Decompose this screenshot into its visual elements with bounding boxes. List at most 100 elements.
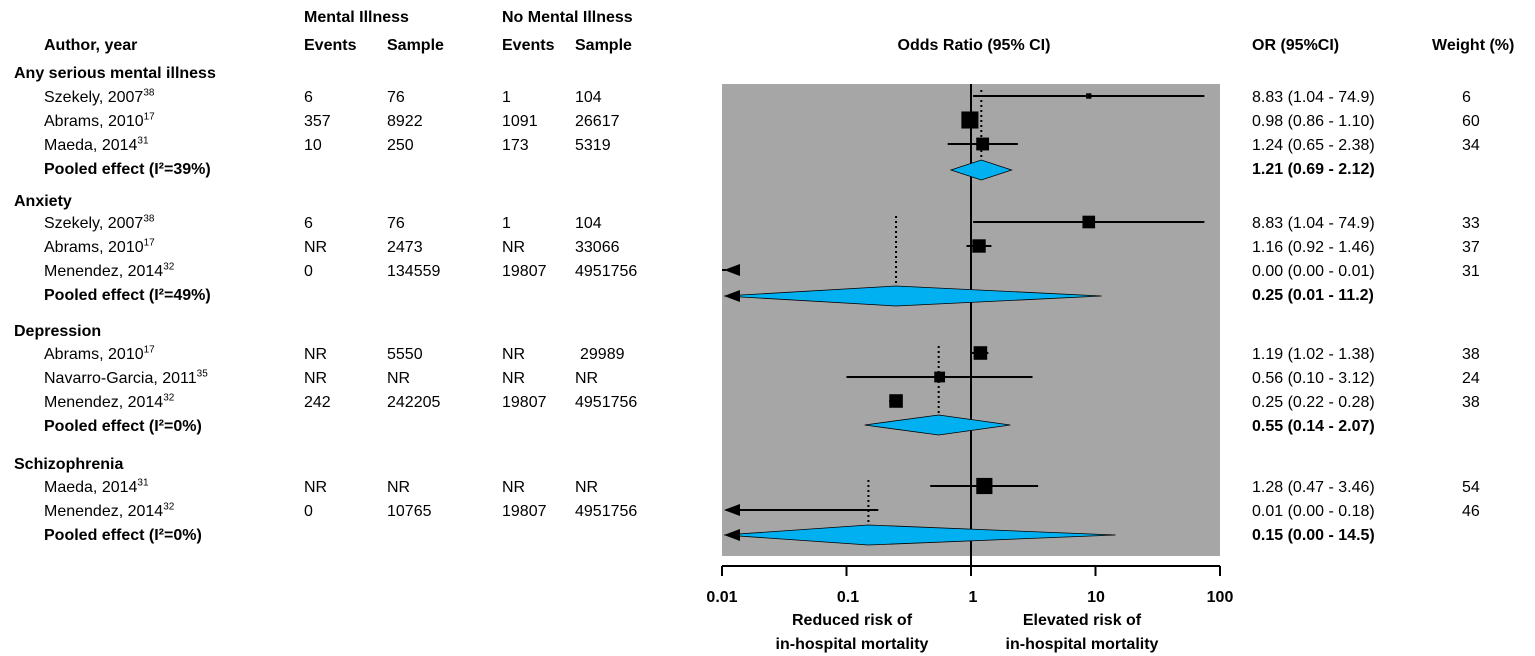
author-year-header: Author, year [44, 37, 138, 54]
nmi-sample: 26617 [575, 113, 620, 130]
weight-value: 38 [1462, 394, 1480, 411]
mi-events: NR [304, 370, 328, 387]
mi-events: NR [304, 346, 328, 363]
nmi-sample: 4951756 [575, 394, 638, 411]
study-author: Menendez, 201432 [44, 261, 175, 280]
weight-value: 38 [1462, 346, 1480, 363]
or-ci-header: OR (95%CI) [1252, 37, 1340, 54]
mi-sample: 8922 [387, 113, 423, 130]
group-title-anxiety: Anxiety [14, 193, 72, 210]
weight-value: 24 [1462, 370, 1480, 387]
weight-value: 33 [1462, 215, 1480, 232]
study-author: Szekely, 200738 [44, 213, 155, 232]
left-arrow-icon [724, 529, 740, 541]
weight-value: 60 [1462, 113, 1480, 130]
nmi-events: 19807 [502, 263, 547, 280]
study-author: Navarro-Garcia, 201135 [44, 368, 208, 387]
nmi-events: 19807 [502, 503, 547, 520]
mi-sample: 2473 [387, 239, 423, 256]
study-author: Abrams, 201017 [44, 237, 155, 256]
reduced-risk-label-line2: in-hospital mortality [775, 636, 929, 653]
mi-events-header: Events [304, 37, 357, 54]
nmi-sample: 29989 [580, 346, 625, 363]
pooled-effect-diamond [723, 285, 1102, 307]
x-tick-label: 1 [968, 589, 978, 606]
nmi-events: 1091 [502, 113, 538, 130]
left-arrow-icon [724, 504, 740, 516]
study-author: Maeda, 201431 [44, 477, 149, 496]
or-text: 8.83 (1.04 - 74.9) [1252, 89, 1375, 106]
or-text: 8.83 (1.04 - 74.9) [1252, 215, 1375, 232]
left-arrow-icon [724, 264, 740, 276]
mi-events: 0 [304, 503, 313, 520]
weight-value: 31 [1462, 263, 1480, 280]
study-estimate-marker [1086, 93, 1092, 99]
pooled-or-text: 0.55 (0.14 - 2.07) [1252, 418, 1375, 435]
pooled-effect-label: Pooled effect (I²=49%) [44, 287, 211, 304]
x-tick-label: 0.01 [706, 589, 738, 606]
or-text: 1.19 (1.02 - 1.38) [1252, 346, 1375, 363]
weight-value: 46 [1462, 503, 1480, 520]
nmi-sample: NR [575, 370, 599, 387]
or-text: 1.24 (0.65 - 2.38) [1252, 137, 1375, 154]
or-text: 1.28 (0.47 - 3.46) [1252, 479, 1375, 496]
x-tick-label: 100 [1206, 589, 1234, 606]
nmi-events: NR [502, 239, 526, 256]
mi-sample: 134559 [387, 263, 441, 280]
nmi-sample: 104 [575, 215, 602, 232]
nmi-sample: NR [575, 479, 599, 496]
study-estimate-marker [1082, 215, 1096, 229]
mi-sample: NR [387, 370, 411, 387]
or-text: 0.00 (0.00 - 0.01) [1252, 263, 1375, 280]
or-text: 1.16 (0.92 - 1.46) [1252, 239, 1375, 256]
elevated-risk-label-line2: in-hospital mortality [1005, 636, 1159, 653]
group-title-any-smi: Any serious mental illness [14, 65, 216, 82]
study-author: Szekely, 200738 [44, 87, 155, 106]
mi-sample: 10765 [387, 503, 432, 520]
nmi-sample: 104 [575, 89, 602, 106]
reduced-risk-label-line1: Reduced risk of [791, 612, 913, 629]
pooled-or-text: 0.15 (0.00 - 14.5) [1252, 527, 1375, 544]
nmi-events-header: Events [502, 37, 555, 54]
or-text: 0.98 (0.86 - 1.10) [1252, 113, 1375, 130]
weight-header: Weight (%) [1432, 37, 1515, 54]
group-title-schizophrenia: Schizophrenia [14, 456, 124, 473]
nmi-events: NR [502, 479, 526, 496]
study-author: Maeda, 201431 [44, 135, 149, 154]
study-estimate-marker [961, 111, 979, 129]
study-author: Menendez, 201432 [44, 501, 175, 520]
mi-sample: 76 [387, 215, 405, 232]
mi-events: 6 [304, 89, 313, 106]
x-tick-label: 10 [1087, 589, 1105, 606]
pooled-effect-label: Pooled effect (I²=0%) [44, 527, 202, 544]
mi-events: NR [304, 479, 328, 496]
nmi-events: NR [502, 346, 526, 363]
study-estimate-marker [972, 239, 986, 253]
weight-value: 37 [1462, 239, 1480, 256]
study-estimate-marker [976, 477, 993, 495]
mi-sample: 242205 [387, 394, 441, 411]
nmi-sample-header: Sample [575, 37, 632, 54]
pooled-effect-diamond [864, 414, 1011, 436]
study-estimate-marker [973, 346, 988, 360]
nmi-events: 173 [502, 137, 529, 154]
or-text: 0.01 (0.00 - 0.18) [1252, 503, 1375, 520]
mi-sample: 5550 [387, 346, 423, 363]
nmi-sample: 4951756 [575, 263, 638, 280]
pooled-or-text: 0.25 (0.01 - 11.2) [1252, 287, 1374, 304]
study-estimate-marker [889, 394, 903, 408]
elevated-risk-label-line1: Elevated risk of [1022, 612, 1142, 629]
mental-illness-header: Mental Illness [304, 9, 409, 26]
pooled-or-text: 1.21 (0.69 - 2.12) [1252, 161, 1375, 178]
or-text: 0.25 (0.22 - 0.28) [1252, 394, 1375, 411]
mi-sample: NR [387, 479, 411, 496]
study-estimate-marker [976, 137, 990, 151]
mi-events: 0 [304, 263, 313, 280]
or-text: 0.56 (0.10 - 3.12) [1252, 370, 1375, 387]
nmi-sample: 4951756 [575, 503, 638, 520]
nmi-sample: 5319 [575, 137, 611, 154]
pooled-effect-label: Pooled effect (I²=0%) [44, 418, 202, 435]
mi-sample-header: Sample [387, 37, 444, 54]
mi-events: NR [304, 239, 328, 256]
